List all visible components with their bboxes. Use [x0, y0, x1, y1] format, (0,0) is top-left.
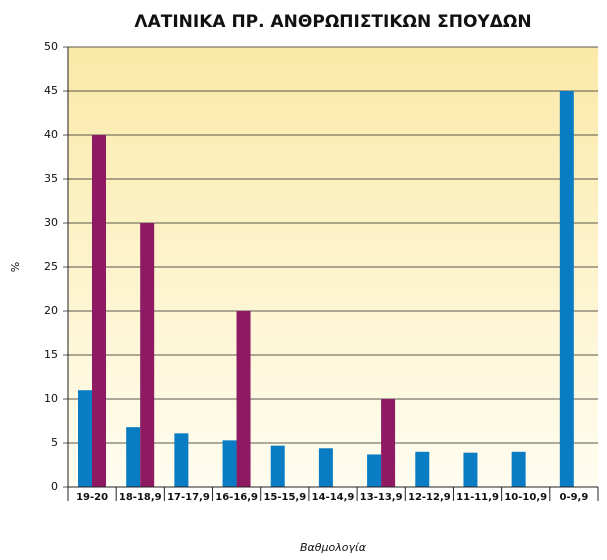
bar	[222, 440, 237, 487]
y-tick-label: 0	[51, 480, 58, 493]
x-tick-label: 15-15,9	[263, 492, 306, 503]
y-tick-label: 20	[44, 304, 58, 317]
x-tick-label: 12-12,9	[408, 492, 451, 503]
bar	[463, 452, 478, 487]
x-tick-label: 13-13,9	[360, 492, 403, 503]
x-tick-label: 0-9,9	[559, 492, 588, 503]
bar	[367, 454, 382, 487]
bar	[140, 223, 155, 487]
bar	[78, 390, 92, 487]
bar	[92, 135, 106, 487]
x-tick-label: 17-17,9	[167, 492, 210, 503]
bar	[559, 91, 574, 487]
x-tick-label: 16-16,9	[215, 492, 258, 503]
y-tick-label: 45	[44, 84, 58, 97]
y-tick-label: 25	[44, 260, 58, 273]
bar	[174, 433, 189, 487]
bar	[236, 311, 251, 487]
x-tick-label: 14-14,9	[312, 492, 355, 503]
y-tick-label: 10	[44, 392, 58, 405]
bar	[270, 445, 285, 487]
y-tick-label: 30	[44, 216, 58, 229]
x-tick-label: 10-10,9	[504, 492, 547, 503]
x-tick-label: 18-18,9	[119, 492, 162, 503]
y-tick-label: 35	[44, 172, 58, 185]
x-tick-label: 19-20	[76, 492, 108, 503]
y-tick-label: 40	[44, 128, 58, 141]
y-tick-label: 15	[44, 348, 58, 361]
y-tick-label: 5	[51, 436, 58, 449]
bar	[415, 451, 430, 487]
y-axis-label: %	[9, 262, 22, 272]
bar	[318, 448, 333, 487]
x-tick-label: 11-11,9	[456, 492, 499, 503]
bar	[126, 427, 141, 487]
bar	[381, 399, 396, 487]
x-axis-label: Βαθμολογία	[300, 541, 367, 554]
y-tick-label: 50	[44, 40, 58, 53]
bar	[511, 451, 526, 487]
chart-title: ΛΑΤΙΝΙΚΑ ΠΡ. ΑΝΘΡΩΠΙΣΤΙΚΩΝ ΣΠΟΥΔΩΝ	[134, 12, 531, 32]
